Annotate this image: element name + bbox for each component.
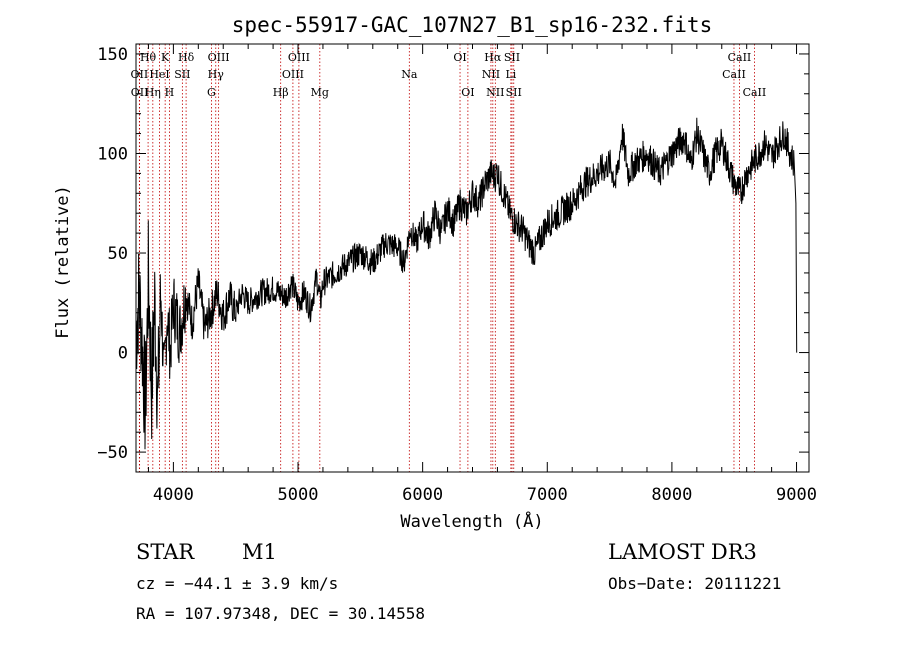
y-tick-label: 100 [97,144,128,164]
spectral-line-label: Hη [145,86,161,99]
axis-ticks: 4000 5000 6000 7000 8000 9000 −50 0 50 100 150 [97,44,817,505]
x-tick-label: 7000 [527,485,568,505]
x-tick-label: 5000 [278,485,319,505]
x-axis-label: Wavelength (Å) [400,510,543,532]
spectral-line-label: Hδ [178,51,195,64]
x-tick-label: 4000 [153,485,194,505]
object-class: STAR [136,540,195,564]
object-subclass: M1 [242,540,277,564]
spectral-line-label: OI [461,86,474,99]
y-tick-label: −50 [97,443,128,463]
spectral-line-label: Hγ [208,68,225,81]
y-tick-label: 150 [97,45,128,65]
x-tick-label: 8000 [651,485,692,505]
obs-date: Obs−Date: 20111221 [608,574,782,593]
spectral-line-label: NII [486,86,504,99]
spectral-line-label: HeI [149,68,169,81]
spectral-line-label: Hθ [140,51,157,64]
spectrum-series-line [135,117,798,450]
spectral-line-markers [138,44,755,472]
x-tick-label: 6000 [402,485,443,505]
x-tick-label: 9000 [776,485,817,505]
spectral-line-label: SII [174,68,190,81]
y-tick-label: 50 [108,244,128,264]
spectral-line-label: OII [131,68,149,81]
spectral-line-label: G [207,86,216,99]
spectral-line-label: OIII [288,51,310,64]
spectral-line-label: Na [401,68,418,81]
spectral-line-label: OIII [282,68,304,81]
redshift-text: cz = −44.1 ± 3.9 km/s [136,574,339,593]
survey-name: LAMOST DR3 [608,540,757,564]
spectral-line-label: NII [482,68,500,81]
spectral-line-label: OIII [208,51,230,64]
spectral-line-label: Hβ [273,86,289,99]
spectral-line-label: OII [131,86,149,99]
spectral-line-label: Li [505,68,516,81]
spectral-line-label: CaII [728,51,752,64]
spectral-line-label: H [165,86,175,99]
spectral-line-label: SII [504,51,520,64]
spectral-line-label: Hα [484,51,502,64]
spectral-line-label: K [161,51,170,64]
spectral-line-label: CaII [722,68,746,81]
ra-dec: RA = 107.97348, DEC = 30.14558 [136,604,425,623]
spectral-line-label: CaII [743,86,767,99]
spectral-line-label: OI [453,51,466,64]
y-tick-label: 0 [118,344,128,364]
plot-frame [135,43,810,473]
spectral-line-label: Mg [311,86,329,99]
spectral-line-label: SII [506,86,522,99]
y-axis-label: Flux (relative) [53,185,73,339]
chart-title: spec-55917-GAC_107N27_B1_sp16-232.fits [232,13,712,37]
